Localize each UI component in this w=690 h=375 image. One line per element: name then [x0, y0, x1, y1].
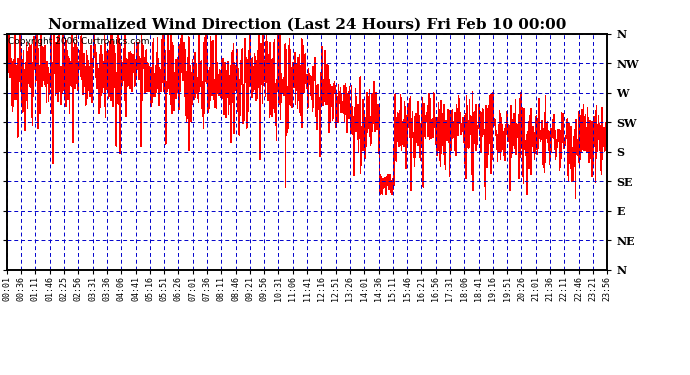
- Text: Copyright 2006 Curtronics.com: Copyright 2006 Curtronics.com: [8, 37, 150, 46]
- Title: Normalized Wind Direction (Last 24 Hours) Fri Feb 10 00:00: Normalized Wind Direction (Last 24 Hours…: [48, 17, 566, 31]
